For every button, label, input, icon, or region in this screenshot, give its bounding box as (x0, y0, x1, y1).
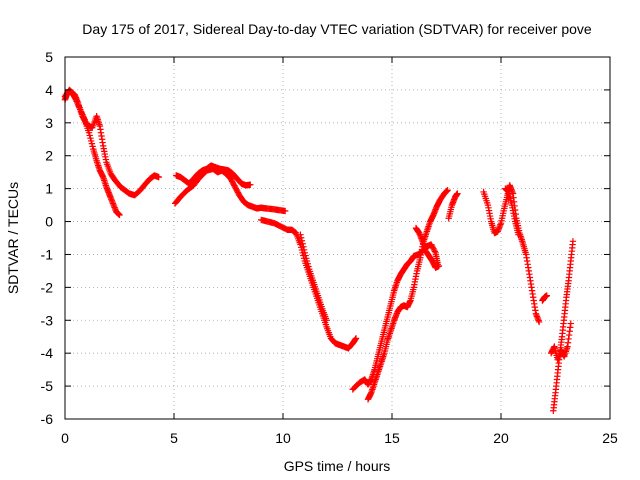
data-point-marker (80, 115, 88, 123)
data-point-marker (232, 185, 239, 192)
data-point-marker (85, 129, 93, 136)
data-point-marker (230, 181, 237, 188)
axis-ticks: 0 5 10 15 20 25 -6 -5 -4 -3 -2 -1 0 1 2 3 4 5 (41, 49, 618, 446)
data-point-marker (567, 320, 574, 327)
data-point-marker (281, 207, 289, 215)
data-point-marker (454, 190, 461, 197)
data-point-marker (431, 248, 439, 255)
data-points (61, 86, 577, 414)
y-tick-label: -5 (41, 378, 54, 394)
data-point-marker (86, 132, 93, 139)
x-tick-label: 10 (275, 430, 291, 446)
data-point-marker (88, 140, 96, 147)
y-tick-label: 0 (45, 214, 53, 230)
chart-title: Day 175 of 2017, Sidereal Day-to-day VTE… (82, 21, 592, 37)
data-point-marker (535, 318, 543, 326)
data-point-marker (300, 243, 307, 250)
data-point-marker (234, 187, 241, 195)
x-tick-label: 5 (170, 430, 178, 446)
x-axis-label: GPS time / hours (284, 458, 391, 474)
data-point-marker (79, 114, 87, 121)
data-point-marker (305, 263, 312, 270)
data-point-marker (304, 260, 311, 267)
data-point-marker (228, 178, 236, 185)
data-point-marker (352, 335, 360, 342)
data-point-marker (569, 238, 577, 245)
data-point-marker (116, 211, 123, 219)
data-point-marker (247, 181, 254, 188)
data-point-marker (301, 249, 308, 257)
data-point-marker (79, 113, 86, 120)
data-point-marker (435, 262, 443, 270)
y-axis-label: SDTVAR / TECUs (5, 182, 21, 294)
data-point-marker (234, 189, 242, 196)
data-point-marker (299, 240, 306, 247)
data-point-marker (89, 143, 96, 150)
data-point-marker (300, 246, 308, 253)
y-tick-label: 3 (45, 115, 53, 131)
data-point-marker (428, 242, 436, 250)
data-point-marker (515, 231, 522, 238)
data-point-marker (429, 244, 436, 251)
y-tick-label: 1 (45, 181, 53, 197)
data-point-marker (298, 237, 306, 244)
data-point-marker (228, 176, 235, 184)
x-tick-label: 15 (384, 430, 400, 446)
data-point-marker (297, 234, 305, 241)
data-point-marker (444, 187, 451, 194)
data-point-marker (81, 117, 88, 124)
y-tick-label: -2 (41, 279, 54, 295)
data-point-marker (297, 231, 304, 238)
data-point-marker (428, 241, 435, 248)
data-point-marker (231, 183, 239, 191)
y-tick-label: -6 (41, 411, 54, 427)
data-point-marker (82, 118, 89, 125)
data-point-marker (543, 292, 550, 299)
y-tick-label: -3 (41, 312, 54, 328)
x-tick-label: 0 (61, 430, 69, 446)
data-point-marker (323, 317, 330, 324)
data-point-marker (430, 245, 437, 252)
data-point-marker (155, 173, 162, 181)
y-tick-label: -1 (41, 246, 54, 262)
data-point-marker (87, 134, 94, 142)
data-point-marker (303, 255, 310, 262)
y-tick-label: 2 (45, 148, 53, 164)
data-point-marker (229, 179, 237, 187)
data-point-marker (231, 182, 238, 189)
data-point-marker (227, 175, 234, 182)
data-point-marker (302, 252, 309, 259)
y-tick-label: 4 (45, 82, 53, 98)
x-tick-label: 25 (602, 430, 618, 446)
y-tick-label: -4 (41, 345, 54, 361)
grid (65, 57, 610, 419)
data-point-marker (430, 246, 438, 254)
plot-frame (64, 56, 611, 420)
data-point-marker (87, 137, 95, 145)
data-point-marker (303, 257, 311, 265)
data-point-marker (233, 186, 240, 193)
y-tick-label: 5 (45, 49, 53, 65)
x-tick-label: 20 (493, 430, 509, 446)
